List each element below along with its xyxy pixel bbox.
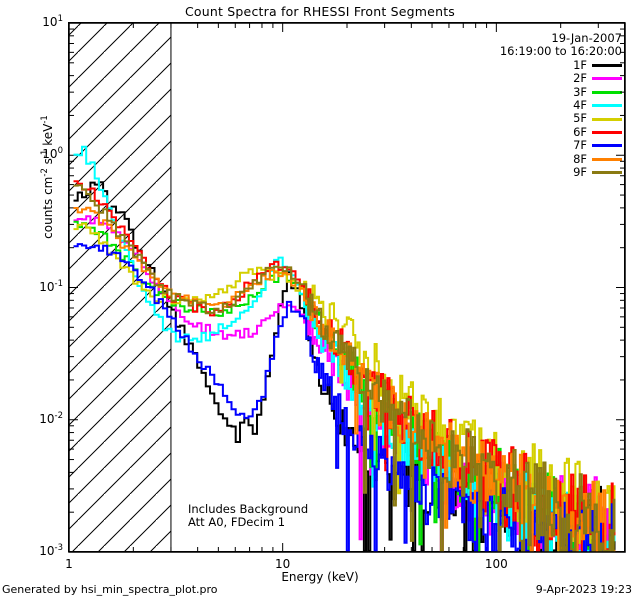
y-tick-label: 10-1	[39, 278, 63, 294]
x-tick-label: 10	[275, 557, 291, 571]
footer-timestamp: 9-Apr-2023 19:23	[535, 583, 632, 596]
x-tick-label: 1	[65, 557, 73, 571]
y-tick-label: 10-3	[39, 543, 63, 558]
x-tick-label: 100	[484, 557, 508, 571]
annotation-attenuator: Att A0, FDecim 1	[188, 515, 286, 529]
y-tick-label: 101	[42, 14, 63, 29]
y-tick-label: 100	[42, 146, 63, 162]
x-axis-label: Energy (keV)	[281, 570, 359, 584]
plot-frame	[68, 22, 625, 552]
y-tick-label: 10-2	[39, 410, 63, 426]
footer-generated-by: Generated by hsi_min_spectra_plot.pro	[2, 583, 218, 596]
page-title: Count Spectra for RHESSI Front Segments	[184, 4, 456, 19]
y-axis-label: counts cm-2 s-1 keV-1	[40, 115, 55, 239]
